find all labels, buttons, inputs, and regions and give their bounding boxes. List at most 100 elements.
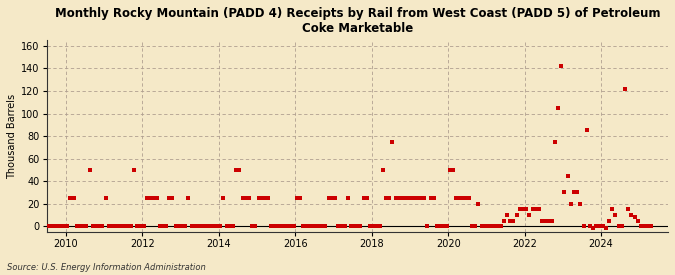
Point: [253, 196, 264, 200]
Point: [281, 224, 292, 229]
Point: [298, 224, 308, 229]
Point: [384, 196, 395, 200]
Point: [250, 224, 261, 229]
Point: [355, 224, 366, 229]
Point: [381, 196, 392, 200]
Point: [562, 173, 573, 178]
Point: [418, 196, 429, 200]
Point: [180, 224, 190, 229]
Point: [161, 224, 171, 229]
Point: [155, 224, 165, 229]
Point: [495, 224, 506, 229]
Point: [84, 168, 95, 172]
Point: [403, 196, 414, 200]
Point: [327, 196, 338, 200]
Point: [301, 224, 312, 229]
Point: [72, 224, 82, 229]
Point: [81, 224, 92, 229]
Point: [470, 224, 481, 229]
Point: [279, 224, 290, 229]
Point: [603, 218, 614, 223]
Point: [464, 196, 475, 200]
Point: [285, 224, 296, 229]
Point: [209, 224, 219, 229]
Point: [142, 196, 153, 200]
Point: [126, 224, 136, 229]
Point: [511, 213, 522, 217]
Point: [55, 224, 66, 229]
Point: [457, 196, 468, 200]
Point: [266, 224, 277, 229]
Point: [259, 196, 270, 200]
Point: [294, 196, 305, 200]
Point: [75, 224, 86, 229]
Point: [623, 207, 634, 211]
Point: [339, 224, 350, 229]
Point: [441, 224, 452, 229]
Point: [46, 224, 57, 229]
Point: [119, 224, 130, 229]
Point: [87, 224, 98, 229]
Point: [527, 207, 538, 211]
Point: [288, 224, 299, 229]
Point: [451, 196, 462, 200]
Point: [183, 196, 194, 200]
Point: [97, 224, 108, 229]
Point: [177, 224, 188, 229]
Point: [435, 224, 446, 229]
Point: [364, 224, 375, 229]
Point: [572, 190, 583, 195]
Point: [616, 224, 627, 229]
Point: [263, 196, 273, 200]
Point: [578, 224, 589, 229]
Point: [218, 196, 229, 200]
Point: [460, 196, 471, 200]
Point: [307, 224, 318, 229]
Point: [588, 226, 599, 231]
Point: [607, 207, 618, 211]
Point: [148, 196, 159, 200]
Point: [505, 218, 516, 223]
Point: [212, 224, 223, 229]
Point: [406, 196, 417, 200]
Point: [336, 224, 347, 229]
Point: [237, 196, 248, 200]
Point: [429, 196, 439, 200]
Point: [199, 224, 210, 229]
Point: [448, 168, 458, 172]
Title: Monthly Rocky Mountain (PADD 4) Receipts by Rail from West Coast (PADD 5) of Pet: Monthly Rocky Mountain (PADD 4) Receipts…: [55, 7, 660, 35]
Point: [144, 196, 155, 200]
Point: [518, 207, 529, 211]
Point: [94, 224, 105, 229]
Point: [473, 202, 484, 206]
Point: [358, 196, 369, 200]
Point: [568, 190, 579, 195]
Point: [549, 139, 560, 144]
Point: [521, 207, 532, 211]
Point: [129, 168, 140, 172]
Point: [103, 224, 114, 229]
Point: [132, 224, 143, 229]
Point: [215, 224, 225, 229]
Point: [390, 196, 401, 200]
Point: [642, 224, 653, 229]
Point: [227, 224, 238, 229]
Point: [629, 215, 640, 219]
Point: [329, 196, 340, 200]
Point: [224, 224, 235, 229]
Point: [594, 224, 605, 229]
Point: [412, 196, 423, 200]
Point: [231, 168, 242, 172]
Point: [502, 213, 512, 217]
Point: [272, 224, 283, 229]
Point: [190, 224, 200, 229]
Point: [310, 224, 321, 229]
Point: [151, 196, 162, 200]
Point: [581, 128, 592, 133]
Point: [192, 224, 203, 229]
Point: [292, 196, 302, 200]
Y-axis label: Thousand Barrels: Thousand Barrels: [7, 94, 17, 179]
Point: [113, 224, 124, 229]
Point: [122, 224, 133, 229]
Point: [377, 168, 388, 172]
